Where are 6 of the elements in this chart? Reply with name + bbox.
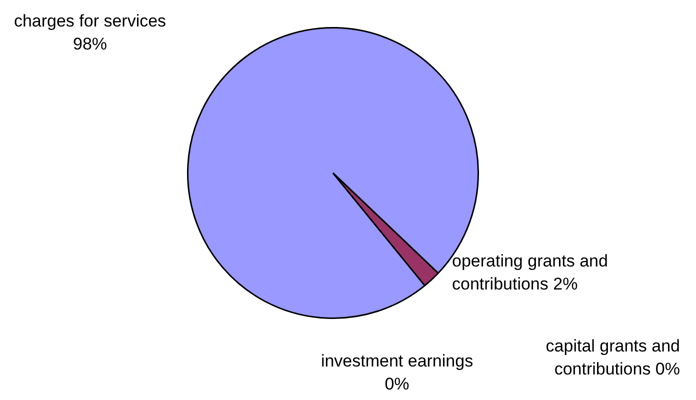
slice-label: operating grants and contributions 2% (452, 252, 608, 294)
slice-label: charges for services (14, 12, 166, 31)
text: 0% (384, 374, 410, 394)
data-label: 98% (72, 34, 108, 54)
category-label: investment earnings (320, 352, 474, 371)
category-label: capital grants and contributions 0% (546, 336, 680, 379)
